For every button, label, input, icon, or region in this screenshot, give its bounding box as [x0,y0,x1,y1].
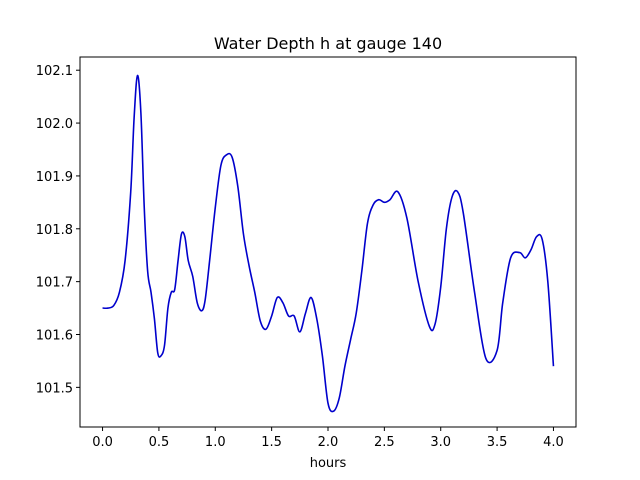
x-tick-label: 3.5 [487,435,508,450]
x-tick-label: 1.5 [261,435,282,450]
x-tick-label: 1.0 [205,435,226,450]
x-tick-label: 0.0 [92,435,113,450]
x-tick-label: 3.0 [430,435,451,450]
chart-title: Water Depth h at gauge 140 [214,34,442,53]
x-tick-label: 2.5 [374,435,395,450]
y-tick-label: 101.7 [36,276,73,291]
x-tick-label: 2.0 [318,435,339,450]
x-axis-label: hours [310,456,347,471]
x-tick-label: 0.5 [149,435,170,450]
x-tick-label: 4.0 [543,435,564,450]
plot-area [102,74,555,413]
plot-frame [79,56,577,428]
y-tick-label: 101.5 [36,381,73,396]
y-tick-label: 101.6 [36,329,73,344]
y-axis: 101.5 101.6 101.7 101.8 101.9 102.0 102.1 [36,64,80,396]
y-tick-label: 102.0 [36,117,73,132]
y-tick-label: 101.9 [36,170,73,185]
x-axis: 0.0 0.5 1.0 1.5 2.0 2.5 3.0 3.5 4.0 [92,427,564,450]
y-tick-label: 101.8 [36,223,73,238]
series-line [102,74,555,413]
y-tick-label: 102.1 [36,64,73,79]
